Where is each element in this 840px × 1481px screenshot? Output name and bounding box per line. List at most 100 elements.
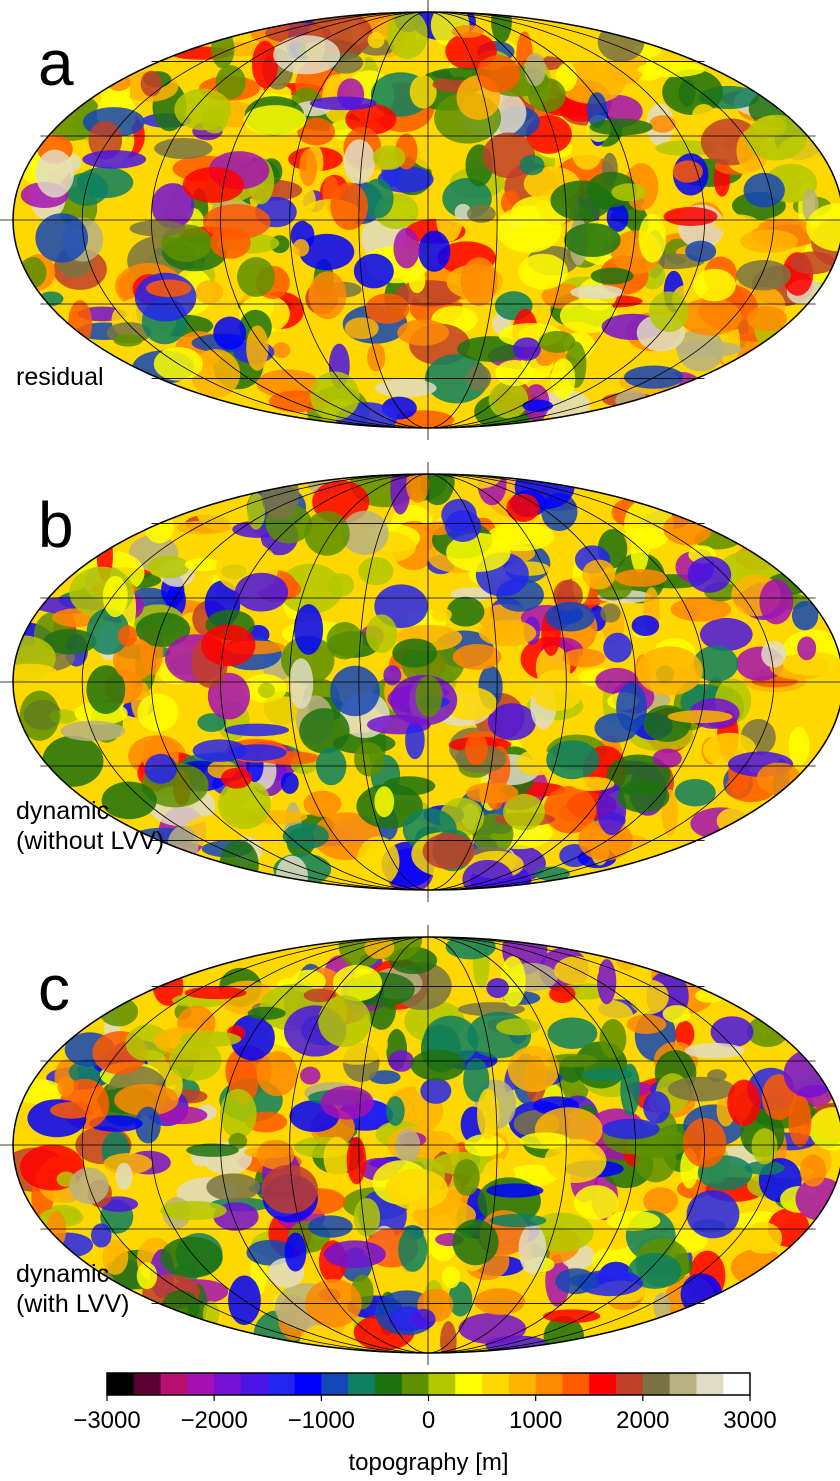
colorbar-swatch xyxy=(321,1373,349,1395)
colorbar-swatch xyxy=(562,1373,590,1395)
topography-blob xyxy=(554,956,600,985)
topography-blob xyxy=(115,1162,133,1190)
topography-blob xyxy=(446,532,511,572)
topography-blob xyxy=(57,1076,74,1097)
map-panel xyxy=(13,937,840,1353)
topography-blob xyxy=(247,1006,286,1020)
topography-blob xyxy=(745,114,807,161)
topography-blob xyxy=(192,739,248,762)
topography-blob xyxy=(643,1091,671,1124)
topography-blob xyxy=(299,233,355,271)
topography-blob xyxy=(418,230,451,272)
topography-blob xyxy=(431,607,452,622)
topography-blob xyxy=(195,280,224,305)
topography-blob xyxy=(368,1070,401,1085)
topography-blob xyxy=(476,55,520,93)
topography-blob xyxy=(452,643,502,670)
topography-blob xyxy=(597,959,617,1005)
topography-blob xyxy=(549,984,576,1004)
topography-blob xyxy=(653,1292,671,1321)
topography-blob xyxy=(652,748,682,768)
topography-blob xyxy=(710,1016,754,1048)
topography-blob xyxy=(465,732,488,766)
topography-blob xyxy=(330,665,380,717)
topography-blob xyxy=(114,1083,179,1116)
colorbar-swatch xyxy=(374,1373,403,1395)
topography-blob xyxy=(230,1014,275,1061)
topography-blob xyxy=(744,1160,785,1175)
topography-blob xyxy=(103,1153,153,1175)
topography-blob xyxy=(246,325,269,371)
topography-blob xyxy=(35,213,89,263)
colorbar-title: topography [m] xyxy=(348,1449,508,1476)
topography-blob xyxy=(573,1185,619,1220)
topography-blob xyxy=(219,839,259,890)
topography-blob xyxy=(788,726,810,766)
topography-blob xyxy=(35,149,75,198)
topography-blob xyxy=(662,1005,691,1023)
topography-blob xyxy=(136,1262,158,1290)
topography-blob xyxy=(782,651,840,676)
topography-blob xyxy=(377,166,434,193)
topography-blob xyxy=(415,675,443,718)
topography-blob xyxy=(174,88,232,131)
topography-blob xyxy=(543,1309,601,1323)
topography-blob xyxy=(76,166,134,199)
topography-blob xyxy=(176,520,232,535)
topography-blob xyxy=(303,988,336,1003)
topography-blob xyxy=(636,646,703,696)
topography-blob xyxy=(129,220,186,237)
topography-blob xyxy=(462,859,514,890)
topography-blob xyxy=(534,866,570,881)
colorbar-swatch xyxy=(669,1373,697,1395)
topography-blob xyxy=(358,556,394,586)
topography-blob xyxy=(184,986,247,1000)
topography-blob xyxy=(422,833,475,870)
topography-blob xyxy=(507,1045,560,1092)
topography-blob xyxy=(624,365,684,389)
topography-blob xyxy=(356,836,400,887)
topography-blob xyxy=(215,65,246,100)
topography-blob xyxy=(616,682,648,732)
topography-blob xyxy=(365,293,410,324)
topography-blob xyxy=(251,40,279,89)
topography-blob xyxy=(454,203,472,222)
topography-blob xyxy=(662,69,723,115)
colorbar-swatch xyxy=(535,1373,563,1395)
topography-blob xyxy=(716,807,753,835)
topography-blob xyxy=(546,740,600,780)
topography-blob xyxy=(466,204,496,223)
topography-blob xyxy=(318,995,371,1047)
topography-blob xyxy=(570,285,624,300)
topography-blob xyxy=(788,1095,812,1148)
topography-blob xyxy=(409,75,437,109)
topography-blob xyxy=(282,822,329,850)
topography-blob xyxy=(220,767,253,789)
topography-blob xyxy=(190,349,241,399)
topography-blob xyxy=(512,337,541,361)
topography-blob xyxy=(533,37,551,59)
map-outline xyxy=(12,936,840,1354)
topography-blob xyxy=(299,708,350,754)
topography-blob xyxy=(616,780,670,813)
topography-blob xyxy=(405,721,425,760)
topography-blob xyxy=(478,619,537,647)
topography-blob xyxy=(637,61,706,78)
topography-blob xyxy=(503,793,545,831)
colorbar-swatch xyxy=(348,1373,376,1395)
topography-blob xyxy=(692,103,716,128)
topography-blob xyxy=(602,1118,660,1140)
map-panel xyxy=(13,12,840,428)
topography-blob xyxy=(213,316,247,350)
topography-blob xyxy=(135,612,191,647)
topography-blob xyxy=(346,1136,367,1185)
topography-blob xyxy=(476,1088,500,1140)
topography-blob xyxy=(460,257,498,307)
topography-blob xyxy=(374,378,437,398)
topography-blob xyxy=(544,1138,607,1183)
topography-blob xyxy=(693,268,736,302)
topography-blob xyxy=(543,785,597,834)
topography-blob xyxy=(631,615,660,636)
topography-blob xyxy=(538,330,576,353)
